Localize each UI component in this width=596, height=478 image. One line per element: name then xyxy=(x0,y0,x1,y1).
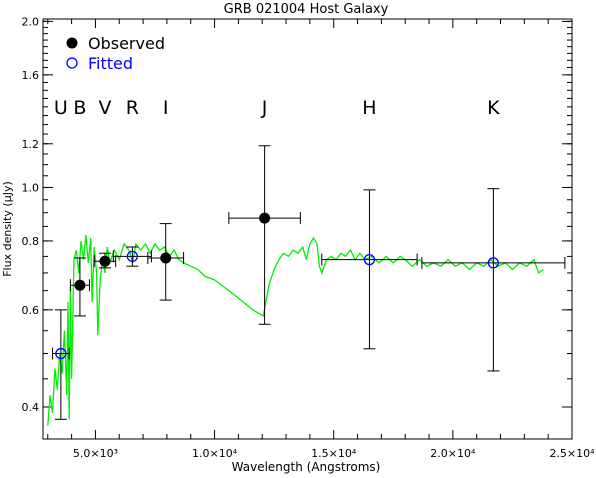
y-tick-label: 0.4 xyxy=(22,401,40,414)
band-label: H xyxy=(362,97,376,119)
y-tick-label: 0.6 xyxy=(22,304,40,317)
x-tick-label: 1.5×10⁴ xyxy=(311,447,357,460)
observed-point xyxy=(160,252,172,264)
band-label: J xyxy=(261,97,268,119)
fitted-point xyxy=(126,250,139,263)
band-label: U xyxy=(54,97,68,119)
fitted-error-bars xyxy=(112,246,152,267)
y-tick-label: 1.6 xyxy=(22,69,40,82)
chart-title: GRB 021004 Host Galaxy xyxy=(224,2,389,17)
model-sed-curve xyxy=(47,234,544,426)
band-label: I xyxy=(163,97,169,119)
y-tick-label: 0.8 xyxy=(22,235,40,248)
legend-observed-marker xyxy=(66,37,78,49)
fitted-point xyxy=(487,257,500,269)
legend-fitted-label: Fitted xyxy=(88,54,133,73)
y-tick-label: 1.2 xyxy=(22,138,40,151)
observed-point xyxy=(99,255,111,267)
x-axis-label: Wavelength (Angstroms) xyxy=(232,460,381,474)
y-tick-label: 1.0 xyxy=(22,181,40,194)
band-label: B xyxy=(73,97,86,119)
x-tick-label: 2.5×10⁴ xyxy=(549,447,595,460)
legend-observed-label: Observed xyxy=(88,34,165,53)
x-tick-label: 1.0×10⁴ xyxy=(192,447,238,460)
observed-point xyxy=(74,279,86,291)
plot-area: 5.0×10³ 1.0×10⁴ 1.5×10⁴ 2.0×10⁴ 2.5×10⁴ 0.4 0.… xyxy=(22,15,596,460)
y-axis-label: Flux density (μJy) xyxy=(1,181,14,277)
x-tick-label: 5.0×10³ xyxy=(73,447,118,460)
y-tick-label: 2.0 xyxy=(22,15,40,28)
band-label: V xyxy=(98,97,111,119)
observed-point xyxy=(259,212,271,224)
observed-error-bars xyxy=(228,145,301,325)
legend-fitted-marker xyxy=(66,57,78,69)
plot-frame xyxy=(42,18,573,440)
fitted-point xyxy=(363,253,376,266)
fitted-point xyxy=(55,347,67,360)
x-tick-label: 2.0×10⁴ xyxy=(430,447,476,460)
fitted-error-bars xyxy=(321,189,418,350)
fitted-error-bars xyxy=(421,188,566,372)
band-label: R xyxy=(126,97,139,119)
band-label: K xyxy=(487,97,500,119)
